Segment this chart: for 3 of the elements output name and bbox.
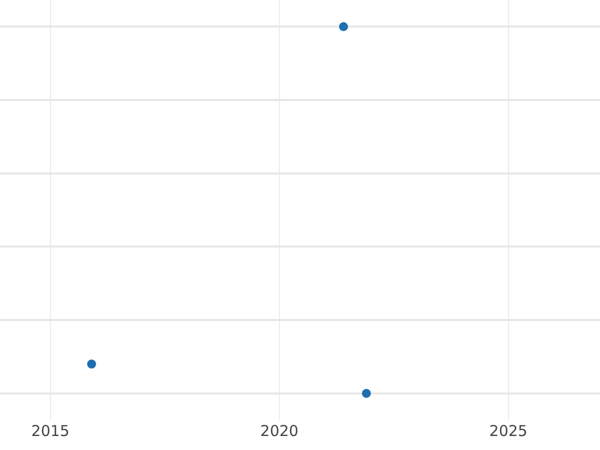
- x-tick-label: 2020: [260, 422, 298, 440]
- x-tick-label: 2015: [31, 422, 70, 440]
- x-tick-label: 2025: [489, 422, 528, 440]
